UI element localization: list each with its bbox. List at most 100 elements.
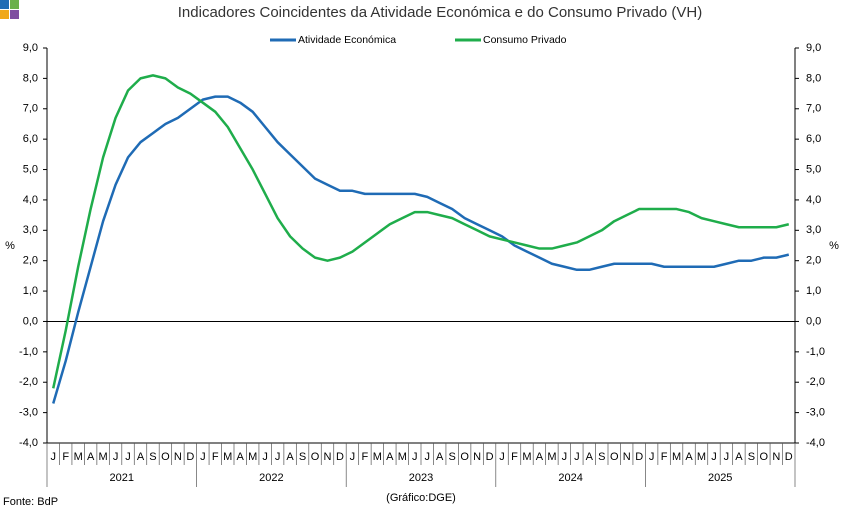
y2-tick-label: -1,0 <box>806 346 825 358</box>
chart-title: Indicadores Coincidentes da Atividade Ec… <box>178 4 702 21</box>
x-tick-label: F <box>362 451 369 463</box>
x-tick-label: O <box>161 451 170 463</box>
x-tick-label: J <box>412 451 418 463</box>
y-tick-label: -4,0 <box>19 437 38 449</box>
x-tick-label: J <box>275 451 281 463</box>
x-tick-label: M <box>248 451 257 463</box>
x-tick-label: S <box>149 451 156 463</box>
y2-tick-label: 3,0 <box>806 224 821 236</box>
x-tick-label: N <box>473 451 481 463</box>
y-tick-label: -3,0 <box>19 407 38 419</box>
y2-tick-label: 8,0 <box>806 72 821 84</box>
y2-tick-label: 0,0 <box>806 315 821 327</box>
y2-tick-label: 1,0 <box>806 285 821 297</box>
y-tick-label: 2,0 <box>23 255 38 267</box>
y2-tick-label: 6,0 <box>806 133 821 145</box>
y-tick-label: 7,0 <box>23 103 38 115</box>
x-tick-label: D <box>486 451 494 463</box>
x-tick-label: A <box>735 451 743 463</box>
y2-tick-label: 5,0 <box>806 163 821 175</box>
x-tick-label: J <box>350 451 356 463</box>
x-tick-label: O <box>311 451 320 463</box>
x-tick-label: O <box>760 451 769 463</box>
source: Fonte: BdP <box>3 496 58 508</box>
x-tick-label: J <box>50 451 56 463</box>
logo <box>0 0 19 19</box>
credit: (Gráfico:DGE) <box>386 492 456 504</box>
year-label: 2021 <box>110 472 134 484</box>
x-tick-label: M <box>99 451 108 463</box>
x-tick-label: J <box>499 451 505 463</box>
x-tick-label: F <box>212 451 219 463</box>
x-tick-label: A <box>586 451 594 463</box>
y2-tick-label: -4,0 <box>806 437 825 449</box>
y2-tick-label: 2,0 <box>806 255 821 267</box>
year-label: 2022 <box>259 472 283 484</box>
y-tick-label: 8,0 <box>23 72 38 84</box>
x-tick-label: F <box>511 451 518 463</box>
x-tick-label: J <box>125 451 131 463</box>
x-tick-label: M <box>373 451 382 463</box>
year-label: 2025 <box>708 472 732 484</box>
y-tick-label: -1,0 <box>19 346 38 358</box>
y-tick-label: 3,0 <box>23 224 38 236</box>
y-tick-label: 1,0 <box>23 285 38 297</box>
year-label: 2024 <box>558 472 582 484</box>
x-tick-label: M <box>74 451 83 463</box>
y-axis-label: % <box>5 240 15 252</box>
x-tick-label: F <box>661 451 668 463</box>
x-tick-label: N <box>623 451 631 463</box>
series-line <box>52 95 790 404</box>
x-tick-label: A <box>87 451 95 463</box>
logo-part <box>0 0 9 9</box>
x-tick-label: O <box>610 451 619 463</box>
x-tick-label: A <box>536 451 544 463</box>
x-tick-label: J <box>711 451 717 463</box>
y-tick-label: -2,0 <box>19 376 38 388</box>
series-line <box>52 74 790 389</box>
x-tick-label: N <box>324 451 332 463</box>
x-tick-label: A <box>286 451 294 463</box>
y2-tick-label: -2,0 <box>806 376 825 388</box>
x-tick-label: J <box>724 451 730 463</box>
x-tick-label: J <box>262 451 268 463</box>
x-tick-label: M <box>697 451 706 463</box>
y2-tick-label: -3,0 <box>806 407 825 419</box>
x-tick-label: O <box>460 451 469 463</box>
logo-part <box>10 10 19 19</box>
x-tick-label: M <box>223 451 232 463</box>
x-tick-label: D <box>635 451 643 463</box>
legend-label: Atividade Económica <box>298 34 396 46</box>
x-tick-label: A <box>436 451 444 463</box>
y-tick-label: 0,0 <box>23 315 38 327</box>
x-tick-label: F <box>62 451 69 463</box>
x-tick-label: A <box>685 451 693 463</box>
y2-tick-label: 7,0 <box>806 103 821 115</box>
x-tick-label: S <box>748 451 755 463</box>
x-tick-label: M <box>398 451 407 463</box>
x-tick-label: D <box>336 451 344 463</box>
x-tick-label: A <box>386 451 394 463</box>
x-tick-label: A <box>237 451 245 463</box>
logo-part <box>10 0 19 9</box>
x-tick-label: J <box>424 451 430 463</box>
x-tick-label: J <box>562 451 568 463</box>
x-tick-label: J <box>574 451 580 463</box>
x-tick-label: A <box>137 451 145 463</box>
x-tick-label: D <box>186 451 194 463</box>
x-tick-label: J <box>113 451 119 463</box>
x-tick-label: D <box>785 451 793 463</box>
y2-tick-label: 4,0 <box>806 194 821 206</box>
legend-label: Consumo Privado <box>483 34 567 46</box>
x-tick-label: J <box>200 451 206 463</box>
x-tick-label: M <box>672 451 681 463</box>
x-tick-label: M <box>547 451 556 463</box>
y-tick-label: 6,0 <box>23 133 38 145</box>
x-tick-label: S <box>598 451 605 463</box>
y-tick-label: 9,0 <box>23 42 38 54</box>
x-tick-label: N <box>772 451 780 463</box>
y2-tick-label: 9,0 <box>806 42 821 54</box>
x-tick-label: S <box>299 451 306 463</box>
logo-part <box>0 10 9 19</box>
